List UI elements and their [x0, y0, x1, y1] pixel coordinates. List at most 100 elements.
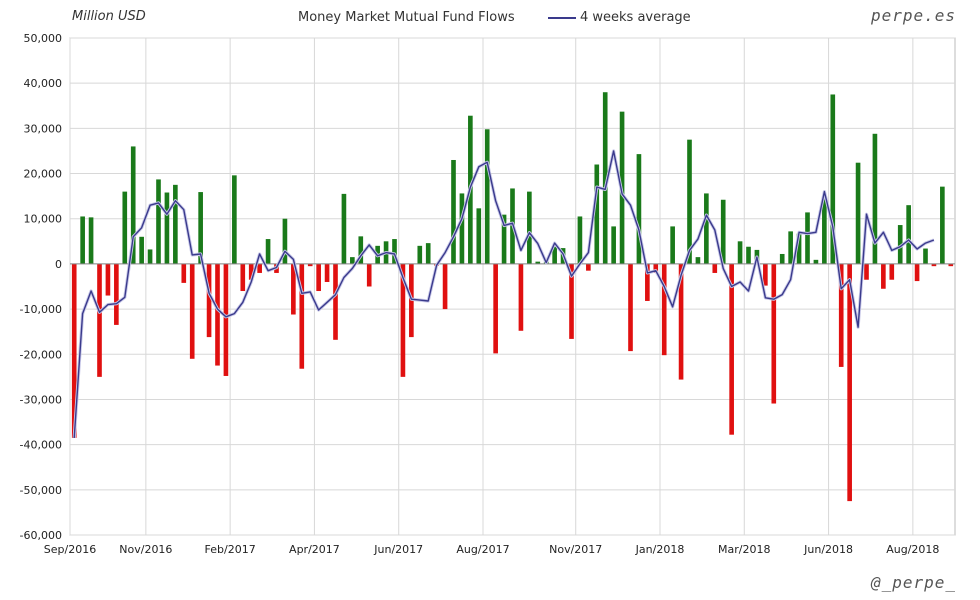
flow-bar: [847, 263, 852, 502]
x-tick-label: Jun/2018: [803, 543, 853, 556]
flow-bar: [425, 243, 431, 264]
x-tick-label: Apr/2017: [289, 543, 340, 556]
flow-bar: [324, 263, 330, 282]
flow-bar: [156, 179, 161, 264]
flow-bar: [189, 263, 195, 359]
x-tick-label: Jan/2018: [635, 543, 685, 556]
flow-bar: [771, 263, 777, 404]
flow-bar: [518, 263, 524, 331]
y-tick-label: -20,000: [20, 348, 62, 361]
flow-bar: [670, 226, 675, 264]
flow-bar: [535, 261, 541, 264]
flow-bar: [130, 146, 136, 264]
flow-bar: [358, 236, 364, 264]
x-tick-label: Aug/2017: [456, 543, 509, 556]
flow-bar: [484, 129, 490, 264]
flow-bar: [940, 186, 945, 264]
x-tick-label: Nov/2016: [119, 543, 172, 556]
flow-bar: [569, 263, 574, 339]
flow-bar: [897, 225, 903, 264]
flow-bar: [493, 263, 498, 354]
flow-bar: [215, 263, 220, 366]
flow-bar: [552, 246, 557, 264]
legend-label-average: 4 weeks average: [580, 10, 691, 25]
flow-bar: [459, 193, 465, 264]
flow-bar: [240, 263, 246, 292]
flow-bar: [80, 216, 85, 264]
flow-bar: [173, 184, 178, 264]
flow-bar: [645, 263, 650, 301]
flow-bar: [695, 257, 701, 264]
flow-bar: [265, 239, 271, 264]
flow-bar: [805, 212, 810, 264]
flow-bar: [88, 217, 94, 264]
flow-bar: [291, 263, 296, 315]
flow-bar: [636, 154, 642, 264]
y-tick-label: 40,000: [24, 77, 63, 90]
y-tick-label: -40,000: [20, 439, 62, 452]
flow-bar: [164, 192, 170, 264]
flow-bar: [350, 257, 355, 264]
flow-bar: [914, 263, 920, 282]
y-tick-label: 10,000: [24, 213, 63, 226]
flow-bar: [71, 263, 77, 438]
flow-bar: [577, 216, 583, 264]
y-tick-label: -50,000: [20, 484, 62, 497]
flow-bar: [442, 263, 448, 310]
y-tick-label: 20,000: [24, 168, 63, 181]
y-tick-label: 50,000: [24, 32, 63, 45]
x-tick-label: Feb/2017: [205, 543, 256, 556]
flow-bar: [232, 175, 237, 264]
flow-bar: [341, 193, 347, 264]
flow-bar: [822, 197, 827, 264]
flow-bar: [763, 263, 768, 286]
flow-bar: [881, 263, 886, 289]
flow-bar: [97, 263, 102, 377]
flow-bar: [181, 263, 187, 283]
flow-bar: [872, 133, 878, 264]
plot-area: [69, 37, 956, 536]
flow-bar: [864, 263, 869, 280]
flow-bar: [400, 263, 406, 377]
flow-bar: [417, 245, 423, 264]
flow-bar: [653, 263, 659, 273]
flow-bar: [198, 192, 203, 264]
flow-bar: [704, 193, 709, 264]
flow-bar: [720, 199, 726, 264]
x-tick-label: Mar/2018: [718, 543, 770, 556]
y-tick-label: 0: [55, 258, 62, 271]
flow-bar: [712, 263, 718, 273]
flow-bar: [316, 263, 321, 292]
flow-bar: [746, 246, 751, 264]
flow-bar: [830, 94, 836, 264]
flow-bar: [451, 159, 456, 264]
flow-bar: [678, 263, 684, 380]
brand-label: perpe.es: [870, 6, 956, 25]
flow-bar: [855, 162, 861, 264]
y-tick-label: -60,000: [20, 529, 62, 542]
x-tick-label: Aug/2018: [886, 543, 939, 556]
author-handle: @_perpe_: [870, 573, 956, 592]
flow-bar: [779, 253, 785, 264]
x-tick-label: Nov/2017: [549, 543, 602, 556]
flow-bar: [223, 263, 229, 376]
flow-bar: [889, 263, 895, 280]
flow-bar: [948, 263, 954, 267]
flow-bar: [299, 263, 305, 369]
flow-bar: [813, 259, 819, 264]
x-tick-label: Sep/2016: [44, 543, 96, 556]
legend-line-swatch: [548, 16, 576, 19]
flow-bar: [122, 191, 128, 264]
legend: 4 weeks average: [548, 10, 691, 25]
flow-bar: [147, 249, 153, 264]
flow-bar: [838, 263, 844, 367]
flow-bar: [661, 263, 667, 356]
flow-bar: [206, 263, 212, 338]
average-line: [73, 150, 935, 438]
flow-bar: [114, 263, 119, 325]
flow-bar: [796, 233, 802, 264]
flow-bar: [139, 236, 144, 264]
flow-bar: [687, 139, 692, 264]
y-tick-label: 30,000: [24, 122, 63, 135]
